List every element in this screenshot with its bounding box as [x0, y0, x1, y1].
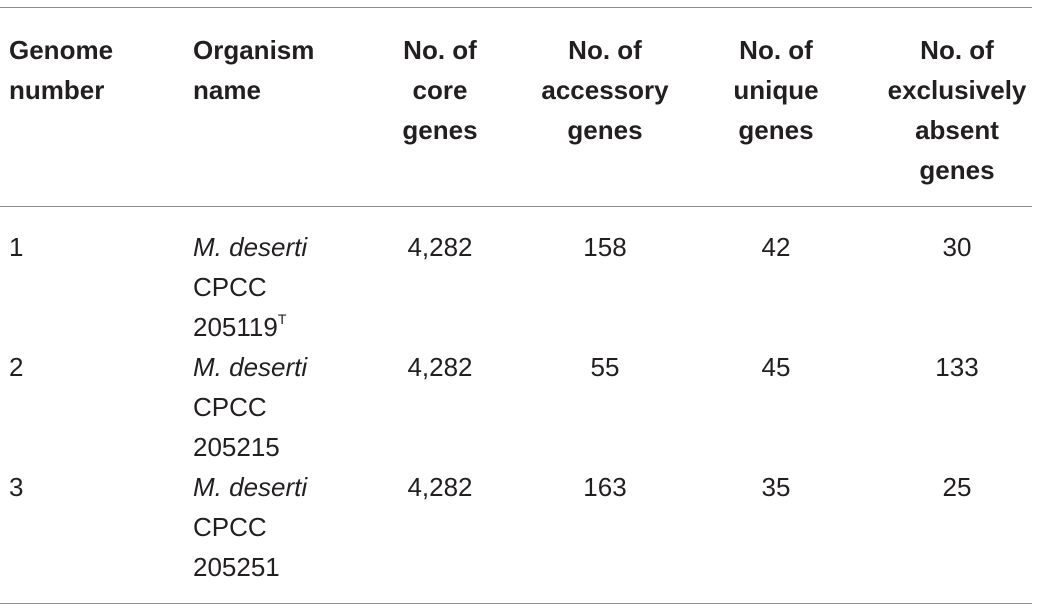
- header-accessory-genes: No. of accessory genes: [541, 35, 669, 145]
- cell-organism-name: M. deserti CPCC 205215: [193, 347, 307, 467]
- table-top-rule: [0, 7, 1032, 8]
- table-bottom-rule: [0, 603, 1032, 604]
- cell-exclusively-absent-genes: 25: [942, 472, 972, 502]
- cell-core-genes: 4,282: [407, 352, 473, 382]
- organism-strain-number: 205215: [193, 432, 280, 462]
- cell-genome-number: 1: [9, 232, 24, 262]
- cell-unique-genes: 42: [761, 232, 791, 262]
- header-exclusively-absent-genes: No. of exclusively absent genes: [887, 35, 1027, 185]
- organism-strain-prefix: CPCC: [193, 272, 267, 302]
- header-organism-name: Organism name: [193, 35, 315, 105]
- cell-accessory-genes: 55: [590, 352, 620, 382]
- table-header-rule: [0, 206, 1032, 207]
- cell-accessory-genes: 158: [583, 232, 627, 262]
- type-strain-superscript: T: [277, 311, 287, 327]
- cell-core-genes: 4,282: [407, 472, 473, 502]
- cell-unique-genes: 45: [761, 352, 791, 382]
- cell-organism-name: M. deserti CPCC 205251: [193, 467, 307, 587]
- header-core-genes: No. of core genes: [402, 35, 478, 145]
- organism-species: M. deserti: [193, 352, 308, 382]
- cell-exclusively-absent-genes: 30: [942, 232, 972, 262]
- header-genome-number: Genome number: [9, 35, 114, 105]
- cell-accessory-genes: 163: [583, 472, 627, 502]
- cell-core-genes: 4,282: [407, 232, 473, 262]
- cell-exclusively-absent-genes: 133: [935, 352, 979, 382]
- cell-organism-name: M. deserti CPCC 205119T: [193, 227, 307, 347]
- organism-species: M. deserti: [193, 472, 308, 502]
- header-unique-genes: No. of unique genes: [733, 35, 819, 145]
- organism-strain-number: 205119T: [193, 311, 287, 342]
- cell-unique-genes: 35: [761, 472, 791, 502]
- organism-strain-prefix: CPCC: [193, 392, 267, 422]
- cell-genome-number: 3: [9, 472, 24, 502]
- organism-strain-prefix: CPCC: [193, 512, 267, 542]
- organism-species: M. deserti: [193, 232, 308, 262]
- organism-strain-number: 205251: [193, 552, 280, 582]
- cell-genome-number: 2: [9, 352, 24, 382]
